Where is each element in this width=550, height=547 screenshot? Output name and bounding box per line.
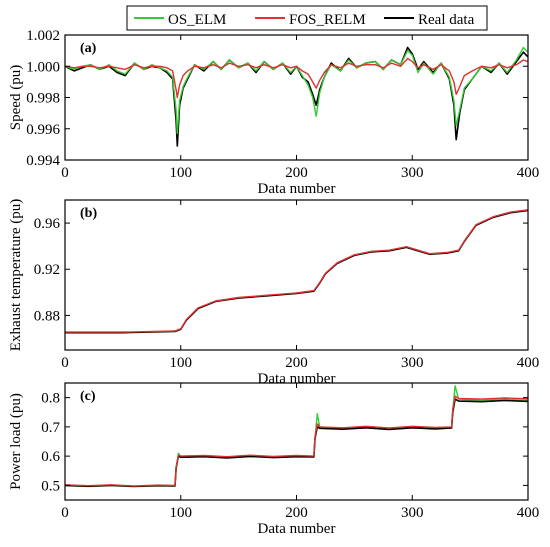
series-group <box>65 209 528 334</box>
y-axis-label: Power load (pu) <box>8 393 24 490</box>
x-tick-label: 400 <box>517 165 540 181</box>
x-tick-label: 100 <box>170 355 193 371</box>
legend-label-1: OS_ELM <box>168 12 226 28</box>
legend: OS_ELM FOS_RELM Real data <box>126 5 488 31</box>
y-axis-label: Exhaust temperature (pu) <box>8 199 24 351</box>
y-tick-label: 0.7 <box>41 420 60 436</box>
y-tick-label: 0.96 <box>34 216 61 232</box>
y-tick-label: 1.002 <box>26 28 60 44</box>
series-group <box>65 46 528 147</box>
y-tick-label: 0.5 <box>41 478 60 494</box>
x-tick-label: 100 <box>170 505 193 521</box>
x-tick-label: 200 <box>285 165 308 181</box>
panel-label: (a) <box>80 41 97 56</box>
y-tick-label: 0.996 <box>26 122 60 138</box>
chart-panel-1: 0 100 200 300 400 0.994 0.996 0.998 1.000 1.002 Da… <box>8 28 539 197</box>
y-tick-label: 0.998 <box>26 91 60 107</box>
x-axis-label: Data number <box>258 181 336 197</box>
legend-box <box>126 5 488 31</box>
x-tick-label: 200 <box>285 355 308 371</box>
y-tick-label: 0.6 <box>41 449 60 465</box>
series-line-fos-relm <box>65 209 528 333</box>
x-tick-label: 400 <box>517 505 540 521</box>
panel-label: (b) <box>80 206 97 221</box>
y-tick-label: 0.88 <box>34 308 60 324</box>
plot-frame <box>64 199 529 351</box>
y-tick-label: 0.92 <box>34 262 60 278</box>
series-line-real-data <box>65 398 528 488</box>
y-tick-label: 0.8 <box>41 391 60 407</box>
series-group <box>65 385 528 488</box>
y-tick-label: 0.994 <box>26 153 60 169</box>
x-tick-label: 200 <box>285 505 308 521</box>
legend-label-3: Real data <box>418 12 475 28</box>
series-line-os-elm <box>65 46 528 135</box>
x-tick-label: 0 <box>61 165 69 181</box>
panel-label: (c) <box>80 389 96 404</box>
chart-panel-3: 0 100 200 300 400 0.5 0.6 0.7 0.8 Data number Powe… <box>8 382 540 537</box>
legend-label-2: FOS_RELM <box>289 12 366 28</box>
x-tick-label: 0 <box>61 355 69 371</box>
x-tick-label: 300 <box>401 355 424 371</box>
x-tick-label: 400 <box>517 355 540 371</box>
x-axis-label: Data number <box>258 521 336 537</box>
x-tick-label: 300 <box>401 505 424 521</box>
x-tick-label: 300 <box>401 165 424 181</box>
plot-frame <box>64 34 529 161</box>
x-tick-label: 100 <box>170 165 193 181</box>
series-line-real-data <box>65 209 528 334</box>
x-tick-label: 0 <box>61 505 69 521</box>
series-line-fos-relm <box>65 395 528 487</box>
y-tick-label: 1.000 <box>26 59 60 75</box>
series-line-fos-relm <box>65 57 528 99</box>
y-axis-label: Speed (pu) <box>8 65 24 130</box>
series-line-real-data <box>65 46 528 147</box>
